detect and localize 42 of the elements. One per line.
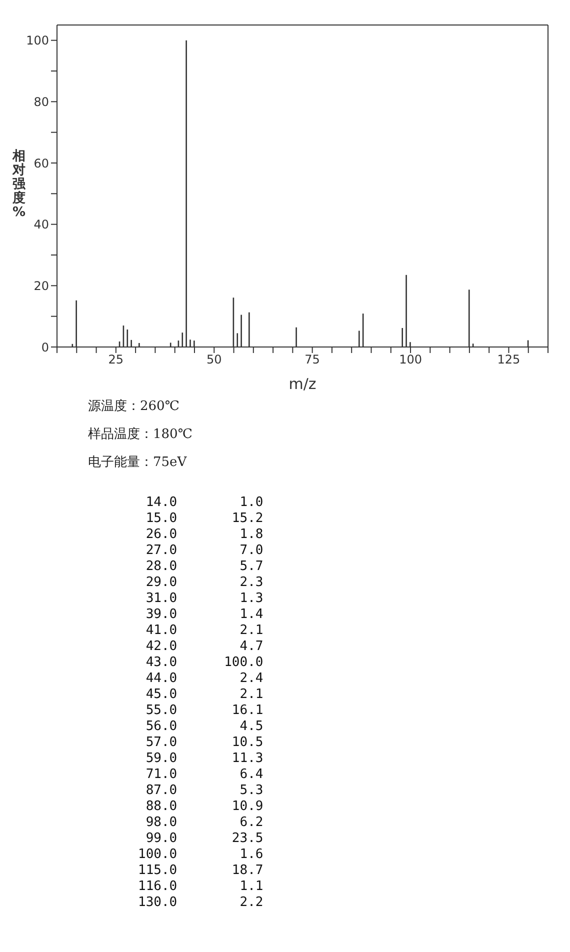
text: 14.0 1.0 bbox=[144, 495, 264, 511]
text: 29.0 2.3 bbox=[144, 575, 264, 591]
x-tick-label: 25 bbox=[108, 352, 124, 367]
y-tick-label: 80 bbox=[34, 94, 49, 109]
text: 39.0 1.4 bbox=[144, 607, 264, 623]
text: 57.0 10.5 bbox=[144, 735, 264, 751]
x-tick-label: 125 bbox=[497, 352, 520, 367]
text: 130.0 2.2 bbox=[138, 895, 264, 911]
text: 115.0 18.7 bbox=[138, 863, 264, 879]
text: 15.0 15.2 bbox=[144, 511, 264, 527]
text: 44.0 2.4 bbox=[144, 671, 264, 687]
text: 55.0 16.1 bbox=[144, 703, 264, 719]
text: 59.0 11.3 bbox=[144, 751, 264, 767]
text: 电子能量：75eV bbox=[88, 454, 188, 472]
x-axis-title: m/z bbox=[288, 375, 316, 393]
text: 87.0 5.3 bbox=[144, 783, 264, 799]
y-tick-label: 20 bbox=[34, 278, 49, 293]
text: 42.0 4.7 bbox=[144, 639, 264, 655]
text: 45.0 2.1 bbox=[144, 687, 264, 703]
text: 26.0 1.8 bbox=[144, 527, 264, 543]
x-tick-label: 75 bbox=[304, 352, 320, 367]
x-tick-label: 50 bbox=[206, 352, 222, 367]
text: 56.0 4.5 bbox=[144, 719, 264, 735]
y-tick-label: 100 bbox=[26, 34, 49, 48]
y-tick-label: 0 bbox=[41, 340, 49, 354]
text: 88.0 10.9 bbox=[144, 799, 264, 815]
text: 源温度：260℃ bbox=[88, 398, 180, 416]
text: 样品温度：180℃ bbox=[88, 426, 194, 444]
text: 98.0 6.2 bbox=[144, 815, 264, 831]
text: 100.0 1.6 bbox=[138, 847, 264, 863]
x-tick-label: 100 bbox=[399, 352, 422, 367]
text: 31.0 1.3 bbox=[144, 591, 264, 607]
text: 99.0 23.5 bbox=[144, 831, 264, 847]
text: 28.0 5.7 bbox=[144, 559, 264, 575]
text: 116.0 1.1 bbox=[138, 879, 264, 895]
text: 71.0 6.4 bbox=[144, 767, 264, 783]
text: 41.0 2.1 bbox=[144, 623, 264, 639]
text: 43.0 100.0 bbox=[144, 655, 264, 671]
y-tick-label: 60 bbox=[34, 156, 49, 170]
y-tick-label: 40 bbox=[34, 218, 49, 232]
y-axis-title: 相对强度% bbox=[12, 149, 26, 220]
text: 27.0 7.0 bbox=[144, 543, 264, 559]
